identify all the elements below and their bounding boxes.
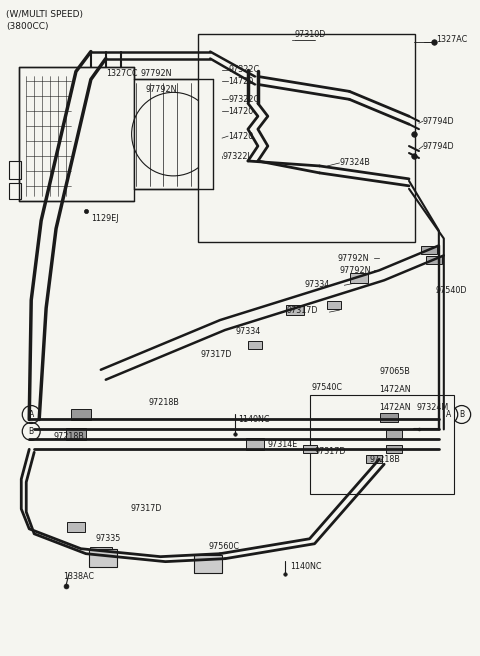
Text: 97065B: 97065B xyxy=(379,367,410,377)
Bar xyxy=(350,274,368,283)
Bar xyxy=(421,247,437,255)
Bar xyxy=(386,430,402,438)
Bar xyxy=(9,161,21,179)
Bar xyxy=(66,428,86,440)
Text: 97317D: 97317D xyxy=(131,504,162,514)
Text: 1140NC: 1140NC xyxy=(290,562,321,571)
Text: 97322J: 97322J xyxy=(222,152,250,161)
Text: 97218B: 97218B xyxy=(53,432,84,441)
Bar xyxy=(194,555,222,573)
Text: 97334: 97334 xyxy=(304,279,329,289)
Text: 97310D: 97310D xyxy=(295,30,326,39)
Text: B: B xyxy=(29,427,34,436)
Text: 97792N: 97792N xyxy=(338,254,369,263)
Bar xyxy=(90,546,112,561)
Bar xyxy=(67,522,85,532)
Text: B: B xyxy=(459,410,464,419)
Bar xyxy=(366,455,382,463)
Text: 97218B: 97218B xyxy=(369,455,400,464)
Bar xyxy=(194,554,216,567)
Bar xyxy=(246,438,264,450)
Text: 1327CC: 1327CC xyxy=(106,69,137,78)
Bar xyxy=(89,548,117,567)
Bar xyxy=(327,301,341,309)
Bar xyxy=(286,305,304,315)
Text: 1338AC: 1338AC xyxy=(63,572,94,581)
Text: 97540D: 97540D xyxy=(436,286,468,295)
Text: 97317D: 97317D xyxy=(200,350,232,359)
Bar xyxy=(248,341,262,349)
Text: 1472AN: 1472AN xyxy=(379,403,411,412)
Text: 97322C: 97322C xyxy=(228,95,259,104)
Bar xyxy=(9,183,21,199)
Text: 97792N: 97792N xyxy=(141,69,172,78)
Text: 97792N: 97792N xyxy=(340,266,371,275)
Text: 97540C: 97540C xyxy=(312,383,343,392)
Text: (3800CC): (3800CC) xyxy=(6,22,49,31)
Text: A: A xyxy=(29,410,34,419)
Text: (W/MULTI SPEED): (W/MULTI SPEED) xyxy=(6,10,84,19)
Text: A: A xyxy=(446,410,451,419)
Text: 1129EJ: 1129EJ xyxy=(91,214,119,222)
Text: 97334: 97334 xyxy=(235,327,260,337)
Bar xyxy=(302,445,316,453)
Text: 97324M: 97324M xyxy=(417,403,449,412)
Text: 97560C: 97560C xyxy=(208,543,239,551)
Bar xyxy=(198,33,415,243)
Text: 1140NC: 1140NC xyxy=(238,415,269,424)
Text: 97314E: 97314E xyxy=(268,440,298,449)
Bar xyxy=(310,395,454,494)
Text: 1327AC: 1327AC xyxy=(436,35,467,44)
Bar xyxy=(380,413,398,422)
Text: 97794D: 97794D xyxy=(423,142,455,151)
Text: 97317D: 97317D xyxy=(314,447,346,456)
Bar xyxy=(426,256,442,264)
Text: 97317D: 97317D xyxy=(286,306,318,315)
Text: 1472AN: 1472AN xyxy=(379,385,411,394)
Bar xyxy=(133,79,213,189)
Text: 14720: 14720 xyxy=(228,132,253,140)
Text: 14720: 14720 xyxy=(228,107,253,115)
Text: 97794D: 97794D xyxy=(423,117,455,126)
Text: 97324B: 97324B xyxy=(339,159,370,167)
Text: 97322C: 97322C xyxy=(228,65,259,74)
Bar xyxy=(71,409,91,420)
Bar xyxy=(386,445,402,453)
Bar xyxy=(19,66,133,201)
Text: 97335: 97335 xyxy=(96,534,121,543)
Text: 97218B: 97218B xyxy=(148,398,180,407)
Text: 14720: 14720 xyxy=(228,77,253,86)
Text: 97792N: 97792N xyxy=(145,85,177,94)
